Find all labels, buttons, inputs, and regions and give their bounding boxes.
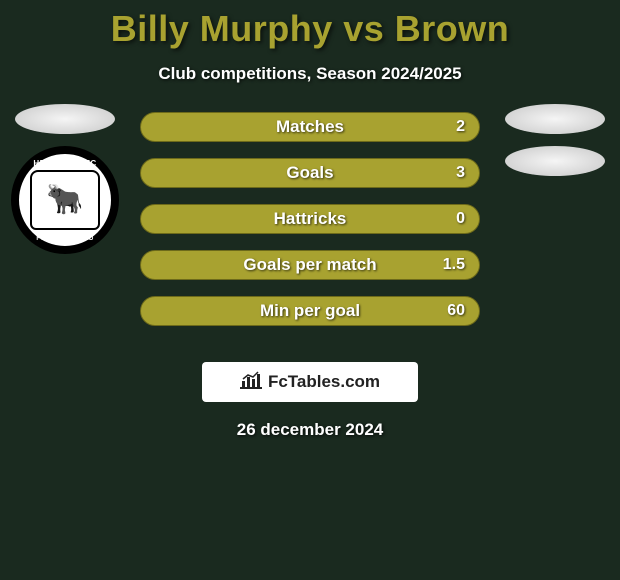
stat-value: 3 bbox=[456, 164, 465, 182]
avatar-placeholder bbox=[15, 104, 115, 134]
badge-top-text: HEREFORD FC bbox=[19, 159, 111, 168]
club-badge: HEREFORD FC 🐂 FOREVER UNITED bbox=[11, 146, 119, 254]
badge-bottom-text: FOREVER UNITED bbox=[19, 236, 111, 242]
stat-value: 2 bbox=[456, 118, 465, 136]
stat-value: 1.5 bbox=[443, 256, 465, 274]
bull-icon: 🐂 bbox=[46, 185, 83, 215]
date-text: 26 december 2024 bbox=[0, 420, 620, 440]
player-left-column: HEREFORD FC 🐂 FOREVER UNITED bbox=[10, 104, 120, 254]
source-logo: FcTables.com bbox=[202, 362, 418, 402]
stat-row-hattricks: Hattricks 0 bbox=[140, 204, 480, 234]
stat-label: Matches bbox=[276, 117, 344, 137]
stat-row-matches: Matches 2 bbox=[140, 112, 480, 142]
stat-row-goals: Goals 3 bbox=[140, 158, 480, 188]
avatar-placeholder bbox=[505, 104, 605, 134]
badge-inner: 🐂 bbox=[30, 170, 100, 230]
comparison-area: HEREFORD FC 🐂 FOREVER UNITED Matches 2 G… bbox=[0, 112, 620, 342]
page-title: Billy Murphy vs Brown bbox=[0, 0, 620, 50]
stat-label: Goals per match bbox=[243, 255, 376, 275]
stat-value: 60 bbox=[447, 302, 465, 320]
stat-value: 0 bbox=[456, 210, 465, 228]
stat-row-gpm: Goals per match 1.5 bbox=[140, 250, 480, 280]
stats-bars: Matches 2 Goals 3 Hattricks 0 Goals per … bbox=[140, 112, 480, 326]
stat-label: Hattricks bbox=[274, 209, 347, 229]
stat-label: Min per goal bbox=[260, 301, 360, 321]
stat-row-mpg: Min per goal 60 bbox=[140, 296, 480, 326]
source-logo-text: FcTables.com bbox=[268, 372, 380, 392]
subtitle: Club competitions, Season 2024/2025 bbox=[0, 64, 620, 84]
player-right-column bbox=[500, 104, 610, 188]
stat-label: Goals bbox=[286, 163, 333, 183]
badge-placeholder bbox=[505, 146, 605, 176]
chart-icon bbox=[240, 371, 262, 394]
